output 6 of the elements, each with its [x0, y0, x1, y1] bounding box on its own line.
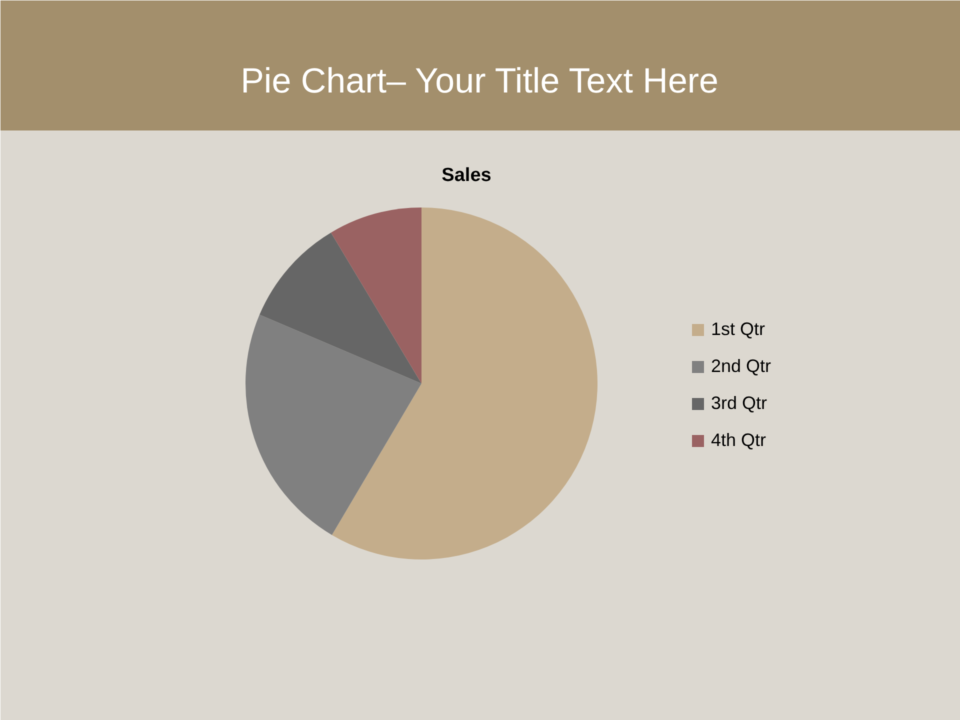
chart-subtitle: Sales [442, 165, 492, 186]
chart-title: Pie Chart– Your Title Text Here [240, 62, 719, 100]
legend-label: 4th Qtr [711, 430, 766, 451]
legend-label: 3rd Qtr [711, 393, 768, 414]
legend-label: 2nd Qtr [711, 356, 772, 377]
legend-label: 1st Qtr [711, 319, 766, 340]
